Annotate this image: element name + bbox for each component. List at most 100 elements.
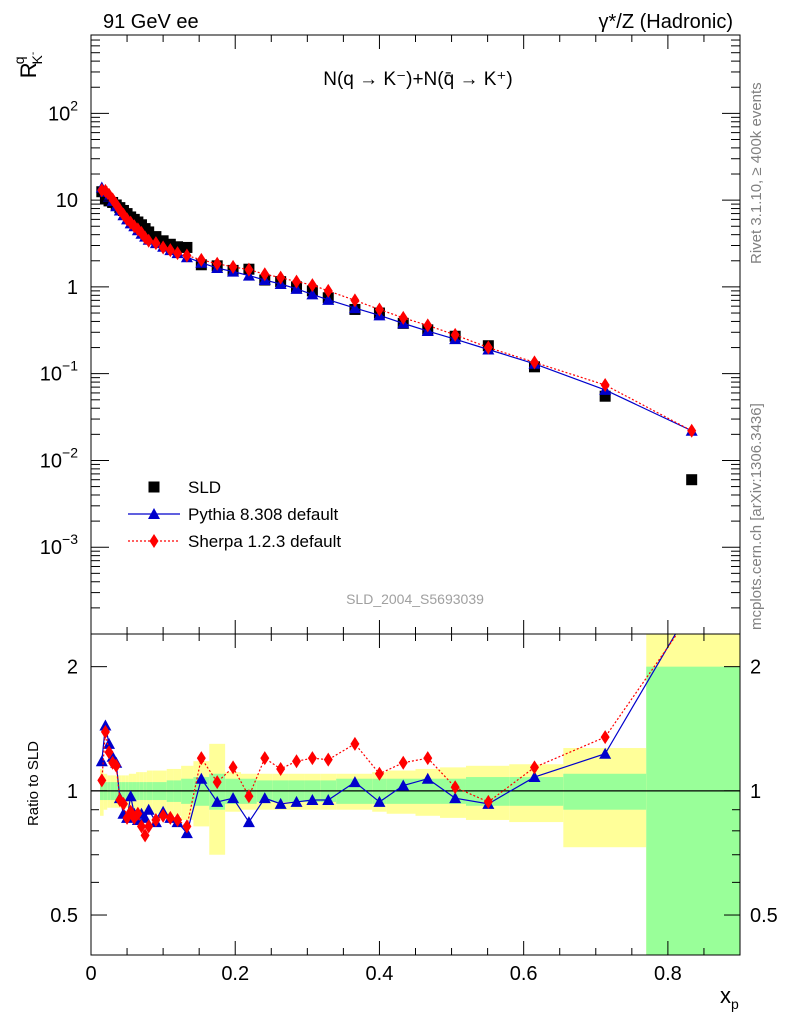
ratio-point-diamond [350,736,360,751]
x-axis-label: xp [720,983,739,1012]
x-tick-label: 0.4 [366,963,394,985]
ratio-point-diamond [104,745,114,760]
ratio-point-diamond [182,819,192,834]
mc-point-diamond [151,236,161,251]
ratio-plot-frame [90,633,741,956]
ratio-point-diamond [144,819,154,834]
legend: SLD Pythia 8.308 default Sherpa 1.2.3 defa… [128,478,341,551]
ratio-point-triangle [528,771,541,783]
mc-point-diamond [398,310,408,325]
ratio-point-diamond [450,780,460,795]
svg-text:RqK-: Rq K- [11,52,45,78]
mc-point-diamond [450,327,460,342]
x-tick-label: 0.8 [654,963,682,985]
main-y-tick-label: 10−2 [40,444,78,472]
ratio-point-triangle [274,797,287,809]
ratio-point-triangle [686,600,698,611]
ratio-point-diamond [165,810,175,825]
ratio-point-triangle [139,811,152,823]
mc-point-triangle [322,293,335,305]
ratio-point-diamond [423,751,433,766]
ratio-point-diamond [136,819,146,834]
ratio-point-diamond [600,730,610,745]
ratio-point-triangle [348,776,361,788]
legend-marker-diamond [149,534,159,548]
ratio-point-diamond [228,760,238,775]
mcplots-label: mcplots.cern.ch [arXiv:1306.3436] [748,403,765,630]
main-y-tick-label: 10 [56,190,78,212]
data-point [599,390,611,402]
mc-point-diamond [196,252,206,267]
ratio-y-axis-label: Ratio to SLD [25,741,42,826]
x-tick-label: 0.6 [510,963,538,985]
uncertainty-band-inner [646,666,740,955]
ratio-point-diamond [173,812,183,827]
mc-point-diamond [173,246,183,261]
ratio-point-diamond [151,812,161,827]
ratio-point-triangle [227,792,240,804]
mc-point-diamond [423,318,433,333]
main-y-tick-label: 10−1 [40,358,78,386]
series-dotted-diamond [97,183,697,438]
ratio-point-diamond [196,751,206,766]
mc-point-diamond [228,259,238,274]
header-left-label: 91 GeV ee [103,11,199,33]
mc-point-diamond [212,256,222,271]
ratio-point-diamond [118,796,128,811]
ratio-y-tick-label-right: 2 [750,657,761,679]
ratio-point-triangle [242,816,255,828]
mc-point-diamond [307,278,317,293]
ratio-point-diamond [97,773,107,788]
ratio-point-diamond [111,758,121,773]
mc-point-diamond [182,248,192,263]
mc-point-diamond [483,340,493,355]
ratio-point-triangle [142,803,155,815]
header-right-label: γ*/Z (Hadronic) [599,11,733,33]
ratio-point-triangle [322,794,335,806]
ratio-point-diamond [307,751,317,766]
ratio-point-diamond [133,806,143,821]
legend-label: Pythia 8.308 default [188,505,339,524]
uncertainty-band-inner [563,773,647,810]
legend-marker-triangle [148,508,160,519]
ratio-point-diamond [483,794,493,809]
ratio-point-diamond [529,760,539,775]
legend-label: SLD [188,478,221,497]
ratio-point-triangle [258,792,271,804]
mc-point-diamond [687,423,697,438]
ratio-point-triangle [449,792,462,804]
ratio-point-diamond [140,828,150,843]
ratio-point-diamond [374,766,384,781]
main-y-axis-label: Rq K- [11,52,45,78]
ratio-series [97,606,696,843]
x-tick-label: 0.2 [221,963,249,985]
ratio-y-tick-label-right: 1 [750,781,761,803]
mc-point-diamond [144,233,154,248]
rivet-label: Rivet 3.1.10, ≥ 400k events [748,82,765,264]
ratio-point-diamond [276,761,286,776]
mc-point-diamond [374,302,384,317]
ratio-point-triangle [95,755,108,767]
mc-point-diamond [350,293,360,308]
ratio-point-triangle [397,779,410,791]
ratio-y-tick-label: 0.5 [50,905,78,927]
legend-label: Sherpa 1.2.3 default [188,532,341,551]
main-title: N(q → K⁻)+N(q̄ → K⁺) [323,69,513,90]
ratio-point-triangle [373,795,386,807]
ratio-point-diamond [687,606,696,620]
mc-point-triangle [348,302,361,314]
ratio-point-triangle [103,737,116,749]
mc-point-diamond [292,274,302,289]
mc-point-diamond [276,270,286,285]
main-y-tick-label: 1 [67,277,78,299]
ratio-point-diamond [292,754,302,769]
ratio-point-triangle [290,795,303,807]
ratio-point-diamond [100,724,110,739]
data-point [143,226,155,238]
ratio-point-diamond [260,751,270,766]
series-data [96,186,698,486]
mc-point-diamond [323,283,333,298]
ratio-y-tick-label-right: 0.5 [750,905,778,927]
